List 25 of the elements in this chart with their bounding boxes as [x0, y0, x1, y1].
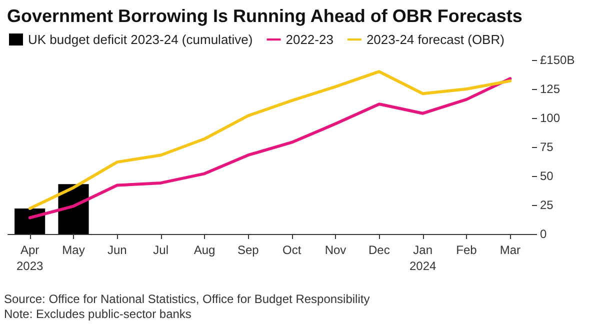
x-tick-label: Aug — [194, 243, 216, 257]
x-tick-label: Jul — [153, 243, 169, 257]
x-tick-label: Oct — [282, 243, 302, 257]
text: Note: Excludes public-sector banks — [4, 307, 192, 321]
x-tick-label: May — [62, 243, 85, 257]
y-tick-label: 0 — [540, 227, 547, 241]
x-tick-label: Sep — [237, 243, 260, 257]
x-tick-label: Jan 2024 — [409, 243, 437, 273]
x-tick-label: Apr 2023 — [16, 243, 44, 273]
x-tick-label: Mar — [500, 243, 521, 257]
x-tick-label: Dec — [368, 243, 390, 257]
y-tick-label: 125 — [540, 82, 560, 96]
y-tick-label: 100 — [540, 111, 560, 125]
chart-title: Government Borrowing Is Running Ahead of OBR Forecasts — [7, 6, 522, 26]
y-tick-label: 25 — [540, 198, 554, 212]
legend-label: UK budget deficit 2023-24 (cumulative) — [28, 32, 253, 47]
x-tick-label: Jun — [107, 243, 127, 257]
x-tick-label: Feb — [456, 243, 478, 257]
y-tick-label: 75 — [540, 140, 554, 154]
legend-label: 2022-23 — [286, 32, 334, 47]
y-tick-label: 50 — [540, 169, 554, 183]
source-note: Source: Office for National Statistics, Office for Budget Responsibility — [4, 292, 370, 306]
legend-label: 2023-24 forecast (OBR) — [366, 32, 504, 47]
x-tick-label: Nov — [324, 243, 346, 257]
y-tick-label: £150B — [540, 53, 575, 67]
